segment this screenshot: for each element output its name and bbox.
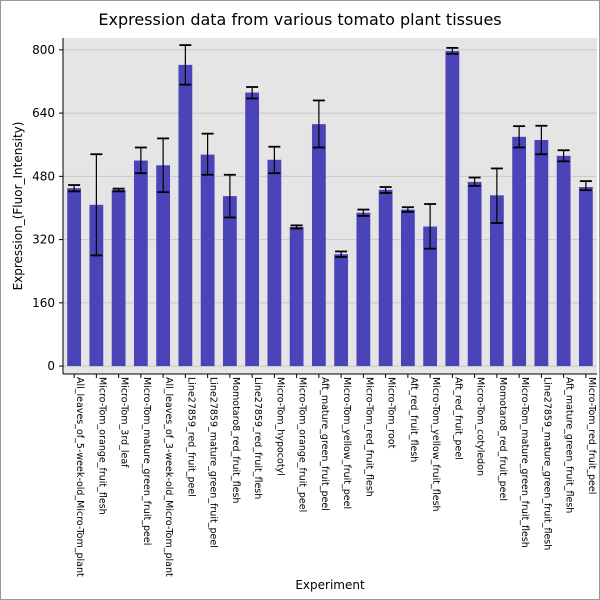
y-tick-label: 160 xyxy=(32,296,55,310)
x-tick-label: All_leaves_of_5-week-old_Micro-Tom_plant xyxy=(74,377,85,577)
x-tick-label: Micro-Tom_yellow_fruit_peel xyxy=(341,377,352,509)
bar xyxy=(133,160,148,367)
y-tick-label: 0 xyxy=(47,359,55,373)
x-tick-label: Micro-Tom_mature_green_fruit_flesh xyxy=(519,377,530,548)
bar xyxy=(423,226,438,367)
bar xyxy=(111,189,126,367)
x-tick-label: Micro-Tom_hypocotyl xyxy=(274,377,285,476)
x-tick-label: Micro-Tom_red_fruit_peel xyxy=(586,377,597,494)
x-tick-label: Line27859_mature_green_fruit_peel xyxy=(208,377,219,548)
x-tick-label: Line27859_red_fruit_peel xyxy=(185,377,196,497)
x-tick-label: Line27859_mature_green_fruit_flesh xyxy=(541,377,552,550)
bar xyxy=(467,181,482,367)
x-tick-label: Micro-Tom_root xyxy=(386,377,397,449)
y-tick-label: 800 xyxy=(32,43,55,57)
x-axis-label: Experiment xyxy=(295,578,365,592)
y-axis-label: Expression_(Fluor_Intensity) xyxy=(11,122,25,291)
x-tick-label: Aft_red_fruit_peel xyxy=(452,377,463,460)
bar xyxy=(378,189,393,367)
x-tick-label: All_leaves_of_3-week-old_Micro-Tom_plant xyxy=(163,377,174,577)
x-tick-label: Aft_mature_green_fruit_flesh xyxy=(564,377,575,513)
bar xyxy=(356,212,371,367)
bar xyxy=(489,195,504,367)
bar xyxy=(534,139,549,367)
bar xyxy=(578,187,593,367)
y-tick-label: 480 xyxy=(32,169,55,183)
chart-title: Expression data from various tomato plan… xyxy=(98,10,502,29)
plot-area xyxy=(63,38,597,374)
bar xyxy=(400,209,415,367)
bar xyxy=(445,51,460,367)
x-tick-label: Micro-Tom_cotyledon xyxy=(475,377,486,476)
bar xyxy=(178,64,193,367)
x-tick-label: Micro-Tom_orange_fruit_peel xyxy=(297,377,308,512)
bar xyxy=(556,155,571,367)
x-tick-label: Momotaro8_red_fruit_flesh xyxy=(230,377,241,503)
bar xyxy=(334,254,349,367)
bar xyxy=(156,165,171,367)
bar xyxy=(222,196,237,367)
bar xyxy=(289,226,304,367)
x-tick-label: Micro-Tom_3rd_leaf xyxy=(119,377,130,468)
x-tick-label: Micro-Tom_mature_green_fruit_peel xyxy=(141,377,152,545)
x-tick-label: Line27859_red_fruit_flesh xyxy=(252,377,263,499)
bar xyxy=(245,92,260,367)
bar xyxy=(89,204,104,367)
x-tick-label: Micro-Tom_orange_fruit_flesh xyxy=(96,377,107,515)
x-tick-label: Aft_red_fruit_flesh xyxy=(408,377,419,462)
bar xyxy=(200,154,215,367)
x-tick-label: Micro-Tom_yellow_fruit_flesh xyxy=(430,377,441,512)
y-tick-label: 320 xyxy=(32,233,55,247)
bar xyxy=(512,136,527,367)
y-tick-label: 640 xyxy=(32,106,55,120)
x-tick-label: Aft_mature_green_fruit_peel xyxy=(319,377,330,511)
x-tick-label: Momotaro8_red_fruit_peel xyxy=(497,377,508,501)
bar xyxy=(67,188,82,367)
x-tick-label: Micro-Tom_red_fruit_flesh xyxy=(363,377,374,497)
bar xyxy=(267,159,282,367)
bar xyxy=(311,124,326,367)
